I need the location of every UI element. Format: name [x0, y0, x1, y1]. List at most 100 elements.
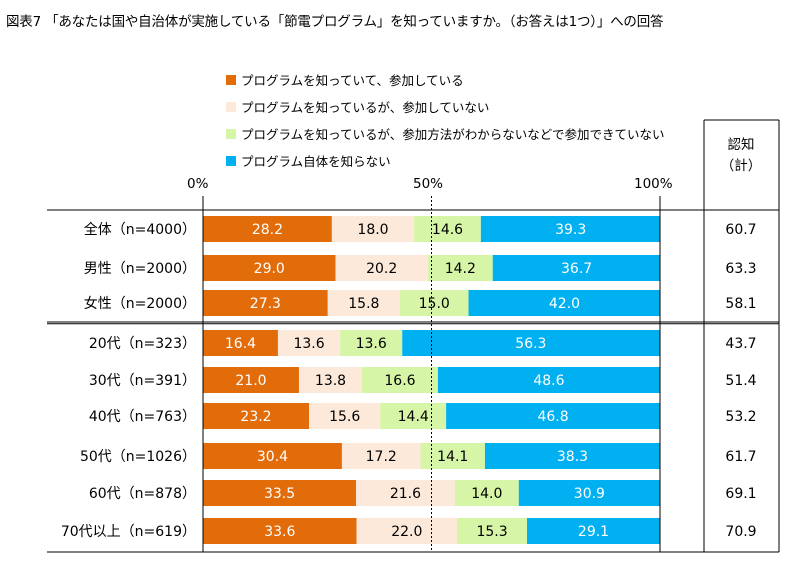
recognition-total-value: 60.7 — [725, 222, 756, 238]
legend-swatch — [226, 101, 236, 112]
category-label: 全体（n=4000） — [84, 221, 196, 238]
bar-value-label: 13.8 — [315, 373, 346, 389]
legend-item-cannot-participate: プログラムを知っているが、参加方法がわからないなどで参加できていない — [226, 124, 665, 142]
bar-segment — [414, 216, 481, 242]
category-label: 男性（n=2000） — [84, 261, 196, 277]
bar-value-label: 39.3 — [555, 222, 586, 238]
recognition-header: 認知 （計） — [716, 135, 766, 177]
bar-segment — [298, 367, 363, 393]
recognition-total-value: 43.7 — [725, 336, 756, 352]
bar-value-label: 29.0 — [254, 261, 285, 277]
bar-value-label: 17.2 — [366, 449, 397, 465]
category-label: 60代（n=878） — [89, 486, 196, 502]
bar-segment — [380, 403, 447, 429]
bar-segment — [457, 518, 528, 544]
bar-segment — [203, 216, 332, 242]
legend-label: プログラムを知っているが、参加方法がわからないなどで参加できていない — [241, 127, 665, 142]
legend-item-participating: プログラムを知っていて、参加している — [226, 70, 464, 88]
bar-segment — [518, 480, 660, 506]
category-label: 70代以上（n=619） — [61, 524, 196, 540]
chart-title: 図表7 「あなたは国や自治体が実施している「節電プログラム」を知っていますか。（… — [6, 14, 664, 30]
legend-swatch — [226, 155, 236, 166]
bar-segment — [277, 330, 341, 356]
bar-value-label: 27.3 — [250, 296, 281, 312]
recognition-total-value: 69.1 — [725, 486, 756, 502]
bar-segment — [203, 367, 299, 393]
bar-value-label: 22.0 — [391, 524, 422, 540]
bar-value-label: 23.2 — [240, 409, 271, 425]
bar-segment — [203, 443, 342, 469]
bar-segment — [356, 480, 455, 506]
legend-label: プログラムを知っているが、参加していない — [241, 100, 490, 115]
axis-tick-0: 0% — [187, 176, 209, 192]
bar-value-label: 20.2 — [366, 261, 397, 277]
bar-segment — [340, 330, 403, 356]
bar-value-label: 33.5 — [264, 486, 295, 502]
bar-value-label: 38.3 — [557, 449, 588, 465]
bar-segment — [527, 518, 660, 544]
bar-segment — [427, 255, 493, 281]
bar-segment — [402, 330, 660, 356]
bar-segment — [203, 480, 357, 506]
bar-segment — [484, 443, 660, 469]
bar-value-label: 14.4 — [398, 409, 429, 425]
bar-value-label: 21.0 — [235, 373, 266, 389]
bar-value-label: 16.4 — [225, 336, 256, 352]
category-label: 30代（n=391） — [89, 373, 196, 389]
legend-item-unaware: プログラム自体を知らない — [226, 151, 391, 169]
recognition-total-value: 70.9 — [725, 524, 756, 540]
bar-segment — [203, 290, 328, 316]
bar-value-label: 15.0 — [419, 296, 450, 312]
bar-segment — [203, 403, 310, 429]
bar-segment — [399, 290, 469, 316]
axis-tick-100: 100% — [634, 176, 673, 192]
bar-value-label: 16.6 — [384, 373, 415, 389]
bar-segment — [203, 255, 336, 281]
bar-segment — [331, 216, 415, 242]
bar-value-label: 13.6 — [293, 336, 324, 352]
bar-segment — [446, 403, 660, 429]
legend-label: プログラム自体を知らない — [241, 154, 391, 169]
recognition-header-line1: 認知 — [727, 137, 755, 153]
bar-value-label: 14.1 — [437, 449, 468, 465]
category-label: 50代（n=1026） — [80, 449, 196, 465]
bar-segment — [341, 443, 421, 469]
bar-value-label: 15.8 — [348, 296, 379, 312]
bar-segment — [203, 330, 278, 356]
bar-value-label: 30.9 — [574, 486, 605, 502]
bar-segment — [492, 255, 661, 281]
bar-segment — [437, 367, 660, 393]
bar-value-label: 56.3 — [515, 336, 546, 352]
legend-label: プログラムを知っていて、参加している — [241, 73, 464, 88]
bar-segment — [480, 216, 661, 242]
recognition-total-value: 58.1 — [725, 296, 756, 312]
recognition-total-value: 61.7 — [725, 449, 756, 465]
bar-value-label: 46.8 — [537, 409, 568, 425]
bar-value-label: 18.0 — [357, 222, 388, 238]
bar-segment — [309, 403, 381, 429]
bar-segment — [468, 290, 661, 316]
bar-value-label: 28.2 — [252, 222, 283, 238]
bar-segment — [454, 480, 519, 506]
bar-segment — [362, 367, 438, 393]
category-label: 女性（n=2000） — [84, 295, 196, 312]
bar-value-label: 36.7 — [561, 261, 592, 277]
category-label: 20代（n=323） — [89, 336, 196, 352]
recognition-total-value: 51.4 — [725, 373, 756, 389]
bar-value-label: 33.6 — [264, 524, 295, 540]
bar-segment — [356, 518, 458, 544]
bar-segment — [335, 255, 428, 281]
bar-value-label: 15.3 — [476, 524, 507, 540]
bar-value-label: 42.0 — [549, 296, 580, 312]
recognition-header-line2: （計） — [720, 158, 762, 174]
category-label: 40代（n=763） — [89, 409, 196, 425]
bar-value-label: 21.6 — [390, 486, 421, 502]
bar-value-label: 48.6 — [533, 373, 564, 389]
bar-value-label: 29.1 — [578, 524, 609, 540]
recognition-total-value: 63.3 — [725, 261, 756, 277]
bar-value-label: 13.6 — [356, 336, 387, 352]
bar-value-label: 14.2 — [445, 261, 476, 277]
bar-value-label: 15.6 — [329, 409, 360, 425]
axis-tick-50: 50% — [413, 176, 444, 192]
